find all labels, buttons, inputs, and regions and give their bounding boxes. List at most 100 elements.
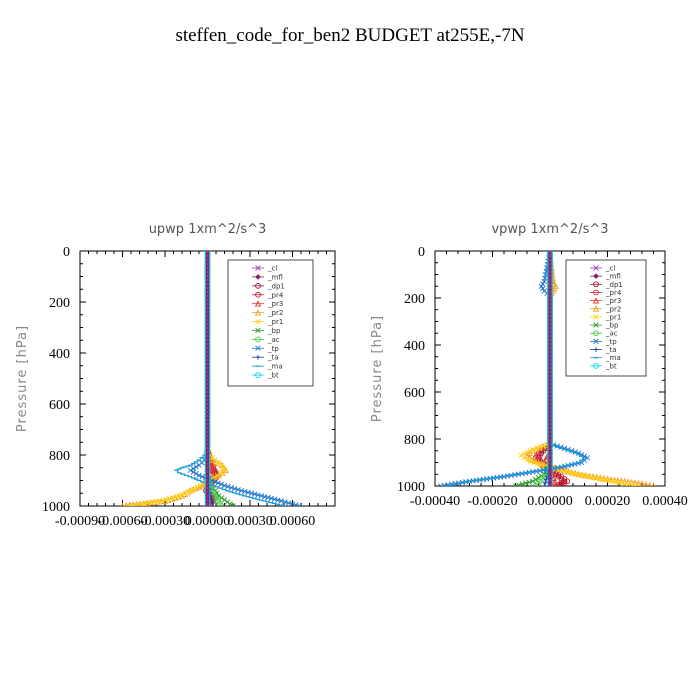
upwp-legend-label-ta: _ta bbox=[267, 354, 279, 362]
vpwp-point-pr2 bbox=[643, 481, 649, 486]
vpwp-legend-label-tp: _tp bbox=[605, 338, 617, 346]
vpwp-point-pr1 bbox=[527, 458, 534, 465]
upwp-x-tick-label: 0.00030 bbox=[227, 514, 273, 529]
upwp-legend-marker-pr2 bbox=[254, 309, 262, 316]
upwp-legend-marker-bp bbox=[255, 327, 261, 334]
upwp-legend-label-pr3: _pr3 bbox=[267, 300, 283, 308]
vpwp-legend-marker-pr3 bbox=[592, 297, 600, 304]
upwp-point-pr2 bbox=[124, 502, 128, 506]
upwp-legend-marker-pr1 bbox=[255, 318, 261, 325]
vpwp-point-pr4 bbox=[555, 472, 562, 478]
upwp-point-ta bbox=[210, 503, 216, 506]
upwp-point-tp bbox=[265, 494, 271, 501]
vpwp-point-ta bbox=[542, 480, 548, 486]
vpwp-legend-marker-ac bbox=[593, 330, 599, 337]
vpwp-legend-label-cl: _cl bbox=[605, 265, 615, 273]
vpwp-point-bp bbox=[519, 481, 526, 486]
upwp-point-tp bbox=[278, 498, 284, 504]
upwp-x-tick-label: -0.00030 bbox=[140, 514, 190, 529]
upwp-point-pr2 bbox=[218, 461, 225, 469]
upwp-point-pr1 bbox=[187, 487, 194, 494]
upwp-legend-marker-ta bbox=[255, 354, 261, 360]
upwp-point-tp bbox=[196, 472, 202, 479]
vpwp-point-tp bbox=[438, 483, 444, 486]
upwp-point-tp bbox=[242, 488, 248, 495]
upwp-point-tp bbox=[193, 470, 199, 477]
upwp-point-ac bbox=[218, 503, 225, 506]
vpwp-point-pr4 bbox=[558, 481, 565, 486]
vpwp-point-pr4 bbox=[561, 480, 568, 486]
upwp-point-pr1 bbox=[218, 462, 225, 468]
upwp-y-tick-label: 0 bbox=[63, 245, 70, 260]
upwp-point-tp bbox=[282, 499, 288, 505]
upwp-point-tp bbox=[258, 493, 265, 499]
vpwp-panel: vpwp 1xm^2/s^3 Pressure [hPa] 0 200 400 600 80… bbox=[370, 222, 688, 509]
vpwp-point-bp bbox=[516, 482, 522, 486]
upwp-point-pr1 bbox=[184, 489, 191, 495]
upwp-point-ta bbox=[209, 500, 215, 505]
upwp-point-tp bbox=[187, 467, 194, 474]
vpwp-series-line-tp bbox=[440, 251, 589, 486]
upwp-point-pr1 bbox=[218, 470, 224, 476]
vpwp-point-pr1 bbox=[562, 468, 569, 475]
vpwp-point-pr1 bbox=[538, 462, 545, 468]
vpwp-y-tick-label: 400 bbox=[404, 339, 425, 354]
upwp-point-tp bbox=[225, 483, 231, 490]
upwp-point-tp bbox=[285, 500, 292, 506]
vpwp-point-pr1 bbox=[531, 459, 537, 466]
vpwp-legend-marker-bt bbox=[593, 362, 599, 369]
upwp-point-tp bbox=[196, 462, 202, 468]
upwp-point-pr1 bbox=[214, 472, 221, 479]
upwp-y-tick-label: 800 bbox=[49, 449, 70, 464]
upwp-point-bp bbox=[216, 493, 222, 499]
upwp-point-tp bbox=[231, 485, 238, 492]
upwp-legend-marker-tp bbox=[255, 345, 261, 352]
vpwp-y-axis-label: Pressure [hPa] bbox=[370, 315, 385, 422]
vpwp-point-pr4 bbox=[555, 483, 562, 486]
vpwp-point-pr1 bbox=[633, 483, 639, 486]
vpwp-point-pr3 bbox=[551, 478, 558, 485]
upwp-point-tp bbox=[248, 490, 255, 496]
figure-title: steffen_code_for_ben2 BUDGET at255E,-7N bbox=[175, 25, 524, 46]
upwp-point-pr1 bbox=[173, 494, 179, 500]
vpwp-point-pr1 bbox=[524, 457, 530, 463]
upwp-point-pr1 bbox=[176, 493, 182, 499]
upwp-point-tp bbox=[293, 502, 299, 506]
vpwp-legend-label-pr3: _pr3 bbox=[605, 297, 621, 305]
vpwp-legend-label-ta: _ta bbox=[605, 346, 617, 354]
upwp-point-bp bbox=[224, 499, 231, 505]
vpwp-point-pr1 bbox=[527, 448, 533, 454]
vpwp-x-tick-label: -0.00040 bbox=[410, 494, 460, 509]
vpwp-legend: _cl_mfl_dp1_pr4_pr3_pr2_pr1_bp_ac_tp_ta_… bbox=[565, 259, 647, 377]
upwp-point-tp bbox=[218, 481, 225, 488]
upwp-point-pr1 bbox=[220, 465, 226, 471]
upwp-panel-title: upwp 1xm^2/s^3 bbox=[149, 222, 267, 237]
vpwp-x-tick-label: 0.00040 bbox=[642, 494, 688, 509]
upwp-point-tp bbox=[193, 464, 199, 470]
vpwp-legend-marker-pr2 bbox=[592, 305, 600, 312]
vpwp-legend-label-pr2: _pr2 bbox=[605, 305, 621, 313]
vpwp-point-pr1 bbox=[533, 445, 540, 452]
upwp-point-tp bbox=[296, 503, 303, 506]
upwp-series-line-pr2 bbox=[122, 251, 227, 506]
upwp-point-tp bbox=[199, 473, 205, 480]
upwp-point-pr3 bbox=[208, 466, 215, 474]
upwp-legend-label-bt: _bt bbox=[267, 372, 279, 380]
vpwp-legend-box bbox=[565, 259, 647, 377]
upwp-legend: _cl_mfl_dp1_pr4_pr3_pr2_pr1_bp_ac_tp_ta_… bbox=[227, 259, 314, 387]
upwp-legend-marker-pr4 bbox=[255, 291, 261, 298]
vpwp-y-tick-label: 0 bbox=[418, 245, 425, 260]
upwp-point-tp bbox=[215, 480, 221, 486]
upwp-legend-label-tp: _tp bbox=[267, 345, 279, 353]
upwp-point-tp bbox=[190, 469, 197, 475]
upwp-point-tp bbox=[228, 484, 235, 491]
upwp-y-tick-label: 200 bbox=[49, 296, 70, 311]
vpwp-point-pr1 bbox=[537, 444, 543, 450]
upwp-y-tick-label: 400 bbox=[49, 347, 70, 362]
vpwp-y-tick-label: 600 bbox=[404, 386, 425, 401]
upwp-point-pr1 bbox=[191, 486, 197, 492]
vpwp-point-bp bbox=[526, 479, 533, 485]
upwp-point-tp bbox=[275, 497, 281, 503]
vpwp-legend-marker-bp bbox=[593, 322, 599, 328]
upwp-point-tp bbox=[245, 489, 251, 496]
